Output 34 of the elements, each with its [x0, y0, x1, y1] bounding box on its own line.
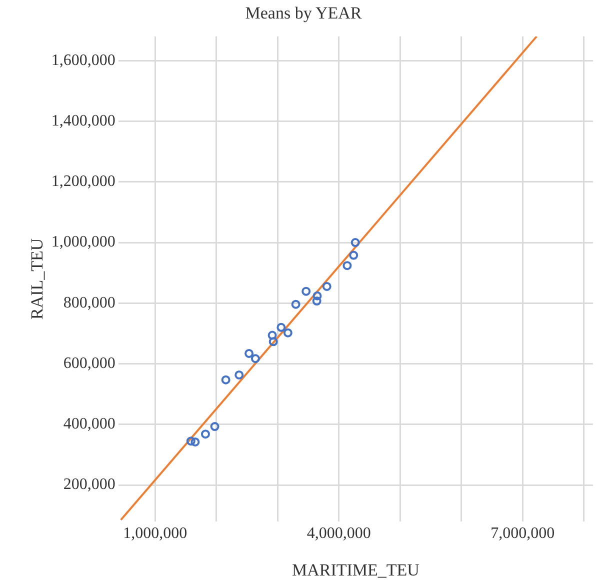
point	[283, 328, 292, 338]
point	[342, 261, 352, 270]
point	[312, 291, 322, 300]
point	[190, 437, 200, 446]
y-tick-label: 800,000	[63, 294, 116, 312]
x-tick-label: 4,000,000	[306, 525, 371, 542]
point	[268, 330, 277, 340]
y-tick-label: 1,400,000	[51, 112, 116, 130]
point	[221, 375, 230, 384]
point	[200, 430, 210, 439]
point	[276, 322, 286, 332]
point	[322, 282, 332, 291]
point	[250, 354, 260, 364]
point	[291, 300, 300, 309]
y-tick-label: 1,200,000	[51, 173, 116, 190]
x-axis-title: MARITIME_TEU	[292, 560, 420, 580]
point	[312, 296, 322, 306]
y-tick-label: 1,000,000	[51, 234, 116, 251]
point	[210, 422, 220, 432]
point	[268, 337, 278, 346]
point	[350, 238, 360, 248]
y-tick-label: 400,000	[63, 416, 116, 433]
x-tick-label: 7,000,000	[490, 525, 555, 542]
point	[349, 250, 358, 260]
point	[244, 348, 254, 358]
point	[186, 436, 196, 446]
y-axis-title: RAIL_TEU	[28, 238, 47, 320]
point	[302, 286, 311, 296]
x-tick-label: 1,000,000	[123, 525, 188, 542]
y-tick-label: 200,000	[63, 476, 116, 494]
y-tick-label: 1,600,000	[51, 52, 116, 69]
chart-title: Means by YEAR	[245, 4, 362, 23]
point	[234, 370, 244, 380]
y-tick-label: 600,000	[63, 354, 116, 372]
